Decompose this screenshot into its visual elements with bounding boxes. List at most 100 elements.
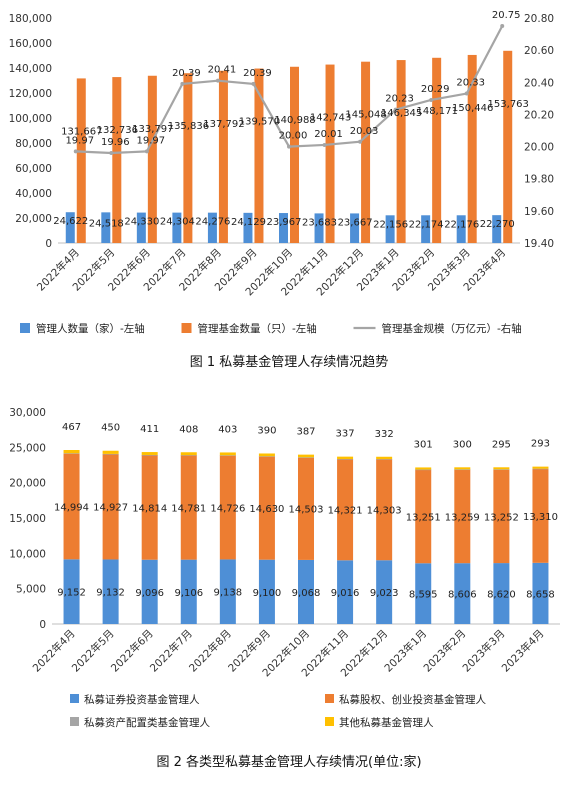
x-axis-tick: 2022年9月 — [225, 627, 273, 675]
x-axis-tick: 2023年1月 — [382, 627, 430, 675]
data-label-stacked: 14,781 — [171, 503, 206, 514]
bar-fund-count — [76, 78, 86, 243]
data-label-stacked: 9,100 — [253, 588, 282, 599]
data-label-stacked: 411 — [140, 424, 159, 435]
legend-swatch — [20, 323, 30, 333]
data-label-stacked: 403 — [218, 424, 237, 435]
stacked-bar-segment — [415, 563, 432, 624]
data-label-manager-count: 24,622 — [53, 216, 88, 227]
data-label-manager-count: 23,667 — [338, 217, 373, 228]
x-axis-tick: 2023年2月 — [421, 627, 469, 675]
data-label-manager-count: 22,156 — [373, 219, 408, 230]
right-axis-tick: 19.40 — [524, 238, 554, 250]
data-label-fund-scale: 20.75 — [492, 10, 521, 21]
legend-label: 管理基金规模（万亿元）-右轴 — [382, 322, 522, 335]
stacked-bar-segment — [376, 456, 393, 460]
data-label-stacked: 450 — [101, 423, 120, 434]
line-point-fund-scale — [144, 149, 149, 154]
stacked-bar-segment — [415, 469, 432, 471]
left-axis-tick: 30,000 — [9, 407, 46, 419]
x-axis-tick: 2022年11月 — [299, 627, 351, 679]
data-label-manager-count: 22,174 — [409, 219, 444, 230]
data-label-manager-count: 22,270 — [480, 219, 515, 230]
stacked-bar-segment — [493, 469, 510, 470]
right-axis-tick: 20.00 — [524, 142, 554, 154]
stacked-bar-segment — [219, 455, 236, 456]
legend-label: 管理基金数量（只）-左轴 — [198, 322, 317, 335]
bar-fund-count — [218, 70, 228, 243]
stacked-bar-segment — [337, 459, 354, 460]
line-point-fund-scale — [393, 107, 398, 112]
x-axis-tick: 2022年10月 — [260, 627, 312, 679]
bar-fund-count — [290, 66, 299, 243]
data-label-manager-count: 22,176 — [444, 219, 479, 230]
data-label-stacked: 293 — [531, 439, 550, 450]
stacked-bar-segment — [102, 453, 119, 560]
legend-label: 私募股权、创业投资基金管理人 — [339, 693, 486, 706]
stacked-bar-segment — [415, 469, 432, 564]
x-axis-tick: 2022年7月 — [147, 627, 195, 675]
bar-fund-count — [503, 50, 513, 243]
left-axis-tick: 20,000 — [9, 478, 46, 490]
stacked-bar-segment — [180, 452, 197, 456]
x-axis-tick: 2022年12月 — [338, 627, 390, 679]
legend-swatch — [325, 694, 334, 703]
data-label-fund-count: 153,763 — [488, 99, 529, 110]
line-point-fund-scale — [251, 81, 256, 86]
left-axis-tick: 0 — [45, 238, 52, 250]
bar-manager-count — [101, 212, 111, 243]
legend-swatch — [70, 694, 79, 703]
stacked-bar-segment — [337, 560, 354, 624]
stacked-bar-segment — [63, 559, 80, 624]
data-label-fund-scale: 20.39 — [243, 68, 272, 79]
bar-fund-count — [112, 77, 122, 243]
bar-manager-count — [456, 215, 466, 243]
data-label-stacked: 408 — [179, 424, 198, 435]
right-axis-tick: 20.80 — [524, 13, 554, 25]
bar-fund-count — [325, 64, 335, 243]
left-axis-tick: 140,000 — [9, 63, 52, 75]
data-label-manager-count: 23,683 — [302, 217, 337, 228]
data-label-manager-count: 23,967 — [267, 217, 302, 228]
line-point-fund-scale — [73, 149, 78, 154]
data-label-stacked: 8,606 — [448, 590, 477, 601]
data-label-fund-scale: 20.29 — [421, 84, 450, 95]
data-label-fund-count: 148,171 — [416, 106, 457, 117]
x-axis-tick: 2022年4月 — [30, 627, 78, 675]
bar-fund-count — [467, 54, 477, 243]
line-point-fund-scale — [358, 139, 363, 144]
data-label-fund-scale: 19.97 — [137, 135, 166, 146]
bar-fund-count — [147, 75, 157, 243]
stacked-bar-segment — [493, 563, 510, 624]
stacked-bar-segment — [298, 457, 314, 560]
legend-swatch — [70, 717, 79, 726]
stacked-bar-segment — [63, 453, 80, 454]
left-axis-tick: 10,000 — [9, 548, 46, 560]
stacked-bar-segment — [102, 450, 119, 454]
legend-label: 私募资产配置类基金管理人 — [84, 716, 210, 729]
left-axis-tick: 5,000 — [16, 584, 46, 596]
data-label-stacked: 390 — [257, 425, 276, 436]
data-label-stacked: 9,023 — [370, 588, 399, 599]
right-axis-tick: 19.80 — [524, 174, 554, 186]
left-axis-tick: 60,000 — [15, 163, 52, 175]
data-label-fund-count: 132,736 — [97, 125, 138, 136]
stacked-bar-segment — [298, 457, 314, 458]
data-label-stacked: 14,814 — [132, 503, 167, 514]
data-label-fund-scale: 19.96 — [101, 137, 130, 148]
data-label-stacked: 9,138 — [214, 588, 243, 599]
data-label-manager-count: 24,330 — [124, 217, 159, 228]
bar-manager-count — [385, 215, 395, 243]
line-point-fund-scale — [464, 91, 469, 96]
stacked-bar-segment — [219, 559, 236, 624]
stacked-bar-segment — [454, 467, 471, 470]
x-axis-tick: 2022年6月 — [108, 627, 156, 675]
data-label-manager-count: 24,518 — [89, 218, 124, 229]
line-point-fund-scale — [109, 151, 114, 155]
data-label-stacked: 8,620 — [487, 590, 516, 601]
data-label-fund-count: 133,797 — [132, 124, 173, 135]
data-label-manager-count: 24,276 — [195, 217, 230, 228]
data-label-stacked: 14,503 — [289, 505, 324, 516]
stacked-bar-segment — [454, 469, 471, 564]
stacked-bar-segment — [415, 467, 432, 470]
